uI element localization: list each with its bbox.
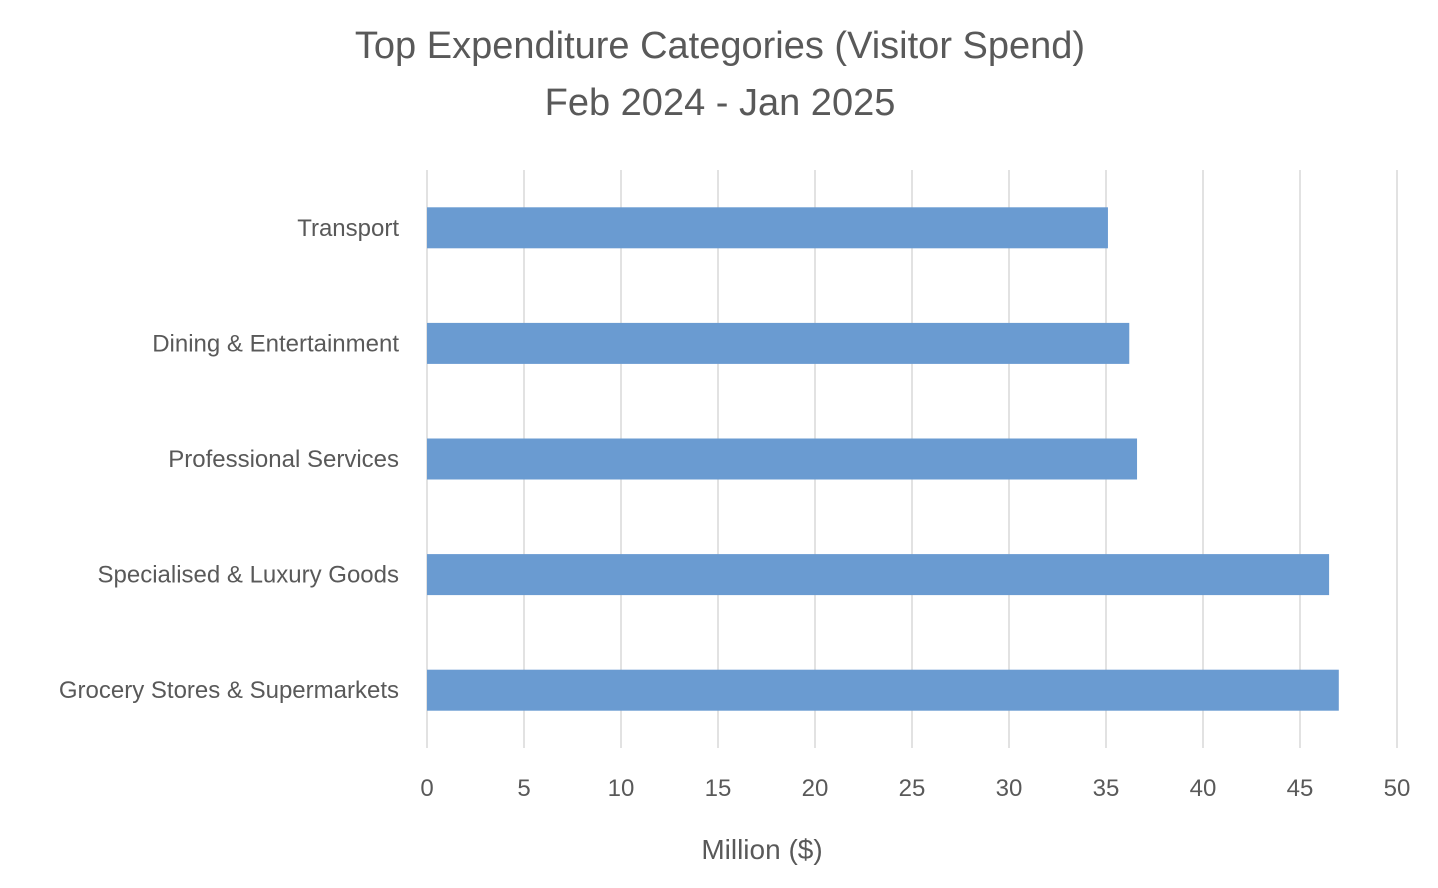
category-label: Transport: [297, 215, 399, 242]
bar: [427, 669, 1339, 711]
x-tick-label: 50: [1384, 775, 1411, 802]
category-label: Professional Services: [168, 446, 399, 473]
x-tick-label: 40: [1190, 775, 1217, 802]
bar: [427, 554, 1330, 596]
x-tick-label: 10: [608, 775, 635, 802]
category-label: Specialised & Luxury Goods: [98, 562, 400, 589]
x-tick-label: 15: [705, 775, 732, 802]
x-tick-label: 5: [517, 775, 530, 802]
x-axis-title: Million ($): [701, 834, 822, 865]
category-label: Dining & Entertainment: [152, 330, 399, 357]
bar: [427, 207, 1108, 249]
x-tick-label: 20: [802, 775, 829, 802]
x-tick-label: 45: [1287, 775, 1314, 802]
x-tick-label: 0: [420, 775, 433, 802]
chart-subtitle: Feb 2024 - Jan 2025: [545, 82, 896, 124]
x-tick-label: 30: [996, 775, 1023, 802]
category-labels: Transport Dining & Entertainment Professio…: [59, 215, 399, 704]
bars: [427, 207, 1339, 711]
x-tick-labels: 0 5 10 15 20 25 30 35 40 45 50: [420, 775, 1410, 802]
bar: [427, 322, 1130, 364]
bar: [427, 438, 1138, 480]
x-tick-label: 25: [899, 775, 926, 802]
chart-title: Top Expenditure Categories (Visitor Spen…: [355, 25, 1085, 67]
category-label: Grocery Stores & Supermarkets: [59, 677, 399, 704]
x-tick-label: 35: [1093, 775, 1120, 802]
